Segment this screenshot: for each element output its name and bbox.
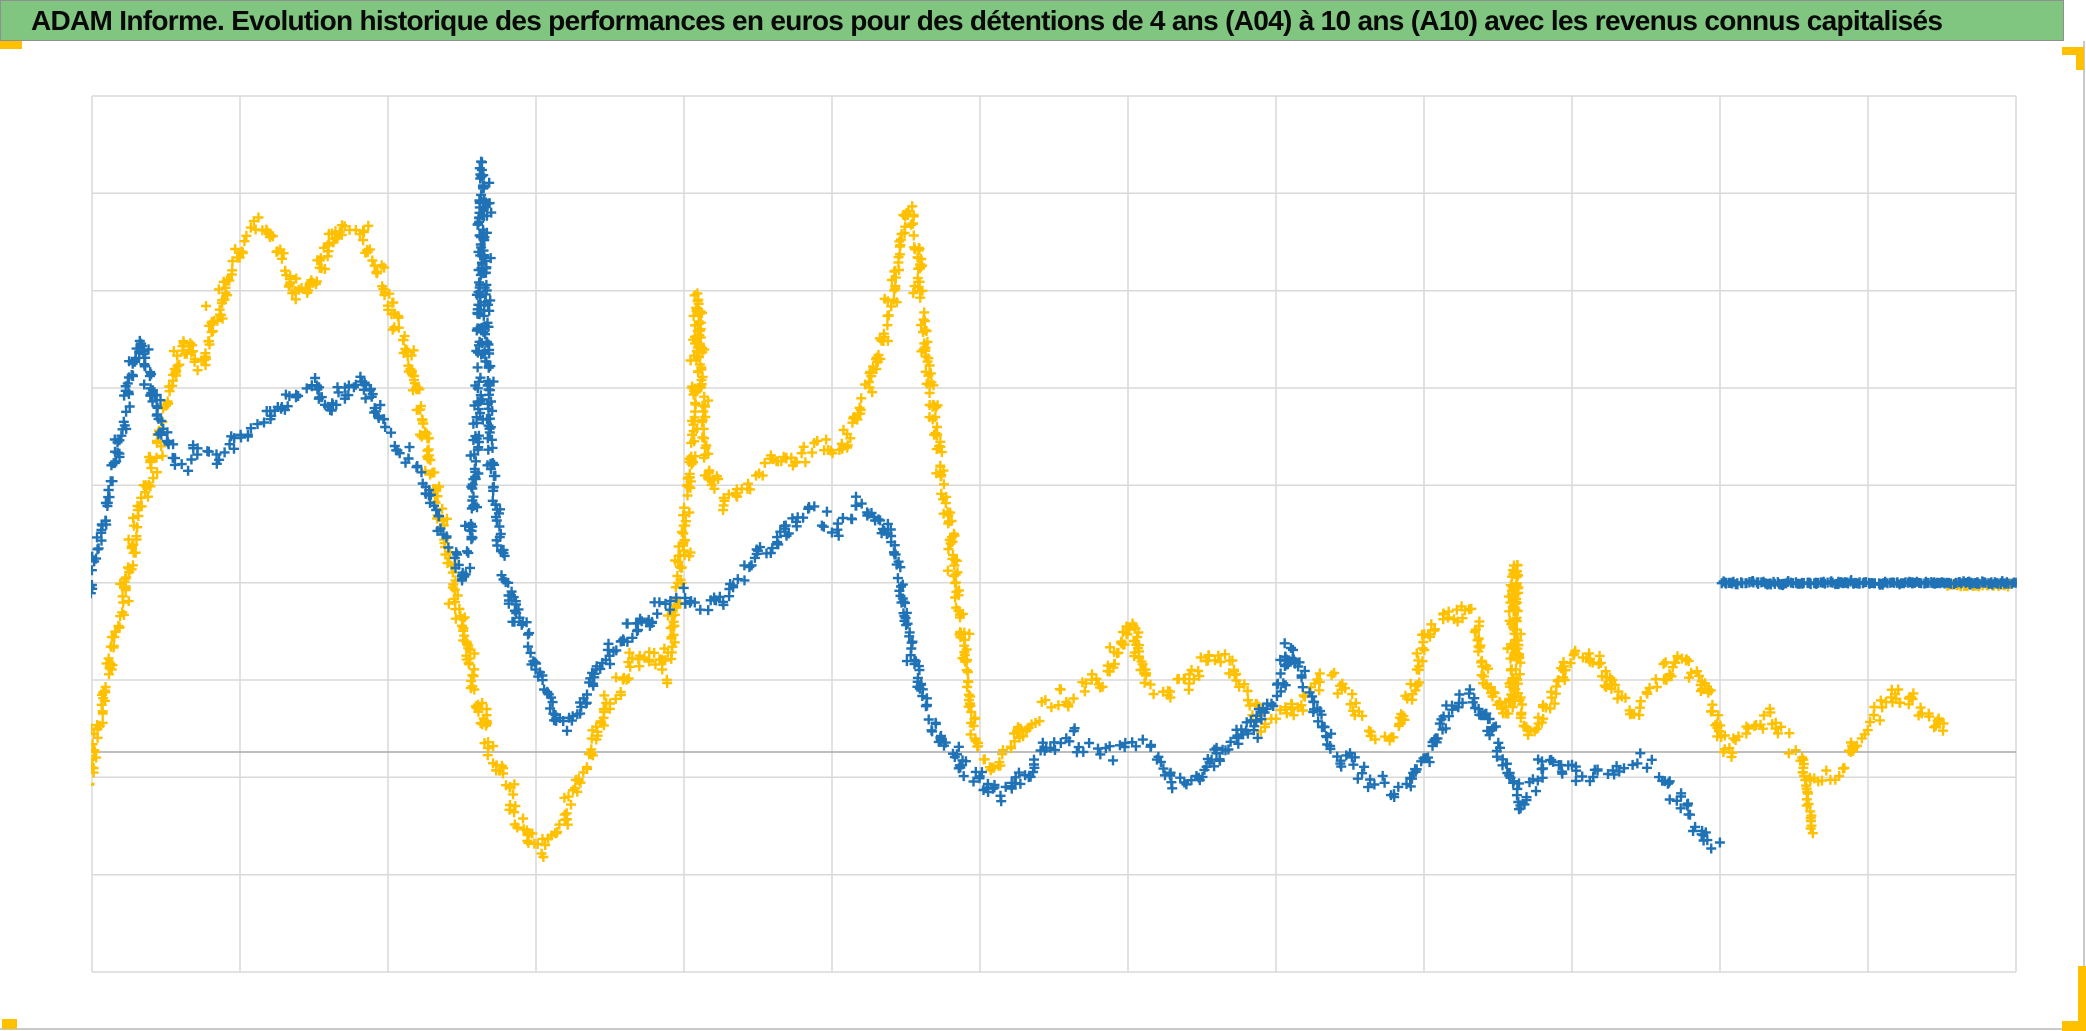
corner-accent-top-right-h xyxy=(2062,47,2084,55)
report-title-bar: ADAM Informe. Evolution historique des p… xyxy=(0,0,2064,41)
corner-accent-bottom-left xyxy=(2,1019,17,1029)
report-title: ADAM Informe. Evolution historique des p… xyxy=(31,4,1943,36)
page-bottom-border xyxy=(0,1028,2086,1030)
corner-accent-top-right-v xyxy=(2076,47,2084,70)
corner-accent-bottom-right-h xyxy=(2062,1021,2086,1031)
corner-accent-bottom-right-v xyxy=(2078,966,2086,1031)
corner-accent-top-left xyxy=(0,41,22,49)
page-right-border xyxy=(2083,41,2085,1029)
